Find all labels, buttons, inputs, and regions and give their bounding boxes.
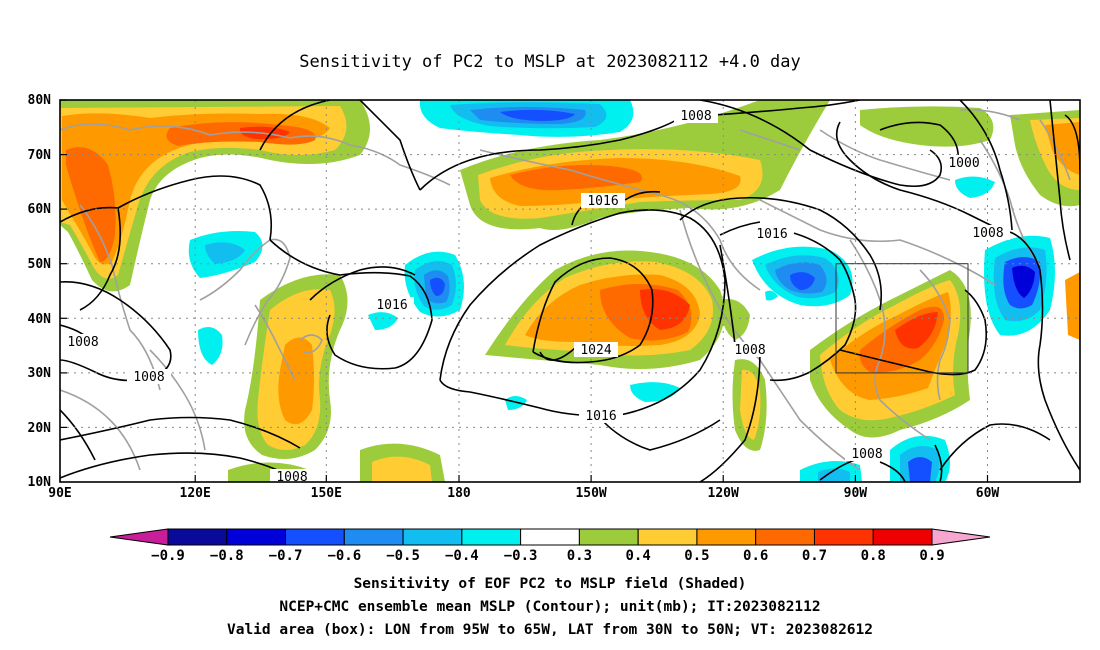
contour-label: 1016: [587, 194, 618, 209]
colorbar: −0.9 −0.8 −0.7 −0.6 −0.5 −0.4 −0.3 0.3 0.4 0.5 0.6…: [109, 528, 991, 564]
colorbar-swatch: [520, 528, 580, 546]
lat-label: 20N: [28, 421, 52, 436]
contour-label: 1008: [133, 370, 164, 385]
lon-label: 150E: [311, 486, 342, 501]
lon-label: 180: [447, 486, 471, 501]
lon-label: 90W: [844, 486, 868, 501]
colorbar-label: −0.8: [210, 548, 244, 564]
contour-label: 1008: [851, 447, 882, 462]
contour-label: 1008: [972, 226, 1003, 241]
colorbar-swatch: [872, 528, 933, 546]
colorbar-swatch: [285, 528, 345, 546]
colorbar-swatch: [461, 528, 522, 546]
lon-label: 120E: [180, 486, 211, 501]
contour-labels: 1008 1000 1016 1016 1008 1016 1024 1008 …: [61, 108, 1010, 485]
colorbar-swatch: [226, 528, 287, 546]
contour-label: 1008: [734, 343, 765, 358]
contour-label: 1016: [376, 298, 407, 313]
colorbar-label: −0.6: [327, 548, 361, 564]
colorbar-label: −0.4: [445, 548, 479, 564]
caption-line-3: Valid area (box): LON from 95W to 65W, L…: [227, 622, 873, 638]
colorbar-label: 0.5: [684, 548, 709, 564]
contour-label: 1008: [67, 335, 98, 350]
axis-ticks: [59, 99, 989, 482]
colorbar-swatch: [813, 528, 874, 546]
contour-label: 1024: [580, 343, 611, 358]
colorbar-low-arrow: [109, 528, 169, 546]
contour-label: 1008: [680, 109, 711, 124]
colorbar-label: −0.9: [151, 548, 185, 564]
lon-label: 60W: [976, 486, 1000, 501]
colorbar-high-arrow: [931, 528, 991, 546]
lon-label: 120W: [708, 486, 739, 501]
colorbar-swatch: [402, 528, 463, 546]
colorbar-swatch: [755, 528, 815, 546]
colorbar-swatch: [167, 528, 228, 546]
lat-label: 60N: [28, 202, 52, 217]
colorbar-swatch: [696, 528, 757, 546]
lon-label: 90E: [48, 486, 71, 501]
lat-lon-grid: [60, 100, 1080, 482]
lat-label: 50N: [28, 257, 52, 272]
lat-label: 80N: [28, 93, 52, 108]
contour-label: 1016: [756, 227, 787, 242]
map-plot-area: 1008 1000 1016 1016 1008 1016 1024 1008 …: [60, 100, 1080, 485]
valid-area-box: [835, 263, 969, 374]
lat-label: 30N: [28, 366, 52, 381]
colorbar-label: 0.4: [626, 548, 651, 564]
longitude-labels: 90E 120E 150E 180 150W 120W 90W 60W: [48, 486, 999, 501]
lat-label: 10N: [28, 475, 52, 490]
colorbar-label: −0.3: [504, 548, 538, 564]
lon-label: 150W: [575, 486, 606, 501]
contour-label: 1000: [948, 156, 979, 171]
colorbar-label: 0.6: [743, 548, 768, 564]
colorbar-label: 0.7: [802, 548, 827, 564]
map-title: Sensitivity of PC2 to MSLP at 2023082112…: [299, 52, 801, 72]
contour-label: 1008: [276, 470, 307, 485]
colorbar-label: −0.5: [386, 548, 420, 564]
colorbar-label: 0.3: [567, 548, 592, 564]
colorbar-label: 0.8: [861, 548, 886, 564]
colorbar-swatch: [343, 528, 404, 546]
lat-label: 40N: [28, 312, 52, 327]
colorbar-label: 0.9: [919, 548, 944, 564]
contour-label: 1016: [585, 409, 616, 424]
latitude-labels: 80N 70N 60N 50N 40N 30N 20N 10N: [28, 93, 52, 490]
negative-sensitivity-shading: [188, 100, 1055, 482]
caption-line-2: NCEP+CMC ensemble mean MSLP (Contour); u…: [279, 599, 820, 615]
lat-label: 70N: [28, 148, 52, 163]
colorbar-swatch: [578, 528, 639, 546]
colorbar-label: −0.7: [269, 548, 303, 564]
map-frame: [59, 99, 1081, 483]
caption-line-1: Sensitivity of EOF PC2 to MSLP field (Sh…: [354, 576, 747, 592]
colorbar-swatch: [637, 528, 698, 546]
